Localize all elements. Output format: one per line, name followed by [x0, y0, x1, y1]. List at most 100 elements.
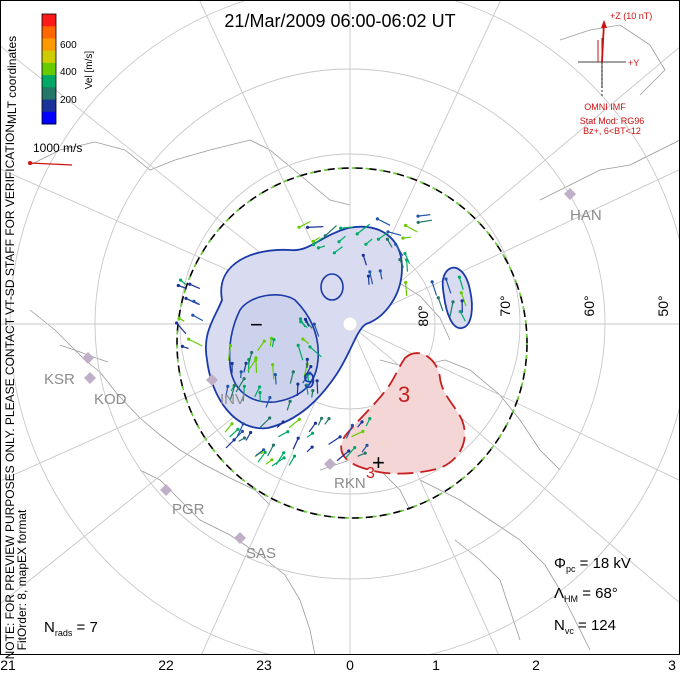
velocity-vector-origin	[457, 275, 461, 279]
mlt-label-2: 2	[532, 657, 540, 673]
mlt-label-0: 0	[346, 657, 354, 673]
velocity-vector-origin	[385, 237, 389, 241]
velocity-vector	[334, 246, 343, 254]
velocity-vector-origin	[303, 317, 308, 321]
velocity-vector	[229, 428, 239, 438]
velocity-vector-origin	[338, 435, 342, 439]
velocity-vector-origin	[228, 344, 232, 348]
velocity-vector-origin	[286, 430, 290, 434]
velocity-vector	[225, 439, 235, 449]
color-scale-band	[42, 99, 56, 113]
potential-min-marker: −	[250, 312, 263, 337]
reference-vector	[28, 161, 73, 166]
velocity-vector	[242, 386, 245, 402]
velocity-vector	[309, 346, 322, 358]
cross-polar-potential: Φpc = 18 kV	[554, 555, 631, 574]
velocity-vector-origin	[292, 454, 297, 458]
velocity-vector	[272, 364, 275, 380]
velocity-vector-origin	[258, 390, 262, 395]
color-scale-border	[41, 13, 57, 125]
svg-text:PGR: PGR	[172, 501, 205, 518]
velocity-vector-origin	[281, 420, 285, 424]
preview-notice: NOTE: FOR PREVIEW PURPOSES ONLY. PLEASE …	[3, 121, 17, 660]
velocity-vector-origin	[366, 274, 371, 278]
velocity-vector	[248, 352, 253, 364]
negative-potential-cell	[205, 225, 403, 430]
velocity-vector	[229, 385, 236, 401]
velocity-vector	[297, 345, 304, 361]
velocity-vector	[351, 430, 364, 438]
radar-site-rkn: RKN	[324, 458, 366, 492]
velocity-vector-origin	[282, 451, 286, 455]
velocity-vector-origin	[363, 451, 367, 455]
velocity-vector-origin	[270, 458, 274, 462]
latitude-label-50: 50°	[655, 295, 671, 316]
velocity-vector-origin	[353, 446, 357, 450]
velocity-vector	[340, 226, 353, 229]
velocity-vector-origin	[355, 232, 359, 236]
velocity-vector-origin	[401, 236, 405, 240]
velocity-vector-origin	[416, 214, 420, 218]
velocity-vector-origin	[403, 252, 407, 256]
velocity-vector-origin	[268, 416, 272, 420]
velocity-vector-origin	[262, 448, 266, 452]
color-tick-200: 200	[60, 95, 77, 106]
velocity-vector	[289, 371, 294, 384]
color-scale-band	[42, 50, 56, 64]
velocity-vector-origin	[404, 280, 408, 285]
velocity-vector-origin	[268, 396, 272, 400]
velocity-vector	[345, 447, 356, 459]
velocity-vector	[362, 255, 367, 266]
velocity-vector-origin	[271, 443, 275, 447]
velocity-vector-origin	[360, 420, 364, 424]
velocity-vector-origin	[250, 350, 254, 355]
velocity-vector	[387, 231, 402, 236]
velocity-vector	[224, 423, 233, 433]
color-scale-band	[42, 62, 56, 76]
velocity-vector	[431, 281, 438, 296]
velocity-vector	[265, 397, 271, 408]
velocity-vector-origin	[187, 337, 191, 341]
fit-order-label: FitOrder: 8, mapEX format	[15, 509, 29, 650]
radar-sites: HAN KSR KOD INV RKN PGR	[44, 188, 602, 562]
velocity-vector-origin	[451, 300, 455, 304]
velocity-vector	[225, 386, 229, 398]
velocity-vector-origin	[271, 363, 275, 367]
color-scale-band	[42, 111, 56, 125]
mlt-label-1: 1	[432, 657, 440, 673]
velocity-vector-origin	[375, 217, 379, 221]
velocity-vector-origin	[262, 339, 266, 343]
velocity-vector-origin	[240, 429, 244, 433]
velocity-vector-origin	[386, 230, 390, 234]
velocity-vector-origin	[236, 427, 240, 431]
velocity-vector-origin	[192, 299, 196, 303]
velocity-vector-origin	[263, 450, 267, 454]
positive-contour-label-lower: 3	[366, 465, 375, 482]
velocity-vector-origin	[272, 338, 276, 342]
color-scale-band	[42, 26, 56, 39]
positive-potential-cell	[340, 352, 466, 475]
velocity-vector	[377, 218, 391, 226]
velocity-vector	[192, 314, 204, 322]
velocity-vector-origin	[179, 278, 183, 282]
radar-site-kod: KOD	[84, 372, 127, 408]
velocity-vector-origin	[436, 296, 440, 300]
imf-z-label: +Z (10 nT)	[610, 11, 652, 21]
velocity-vector-origin	[444, 277, 448, 281]
reference-vector-label: 1000 m/s	[33, 141, 82, 155]
velocity-vector	[275, 452, 285, 465]
velocity-vector	[292, 437, 299, 450]
velocity-vector	[288, 455, 296, 466]
velocity-vector	[418, 219, 432, 223]
velocity-vector-origin	[311, 389, 315, 393]
velocity-vector-origin	[416, 220, 420, 224]
color-tick-400: 400	[60, 67, 77, 78]
velocity-vector-origin	[298, 317, 303, 321]
velocity-vector	[296, 384, 299, 397]
velocity-vector-origin	[288, 399, 292, 403]
velocity-vector-origin	[315, 379, 319, 383]
imf-y-label: +Y	[628, 58, 639, 68]
velocity-vector-origin	[244, 361, 248, 365]
color-scale-label: Vel [m/s]	[84, 51, 95, 90]
velocity-vector	[308, 422, 316, 433]
